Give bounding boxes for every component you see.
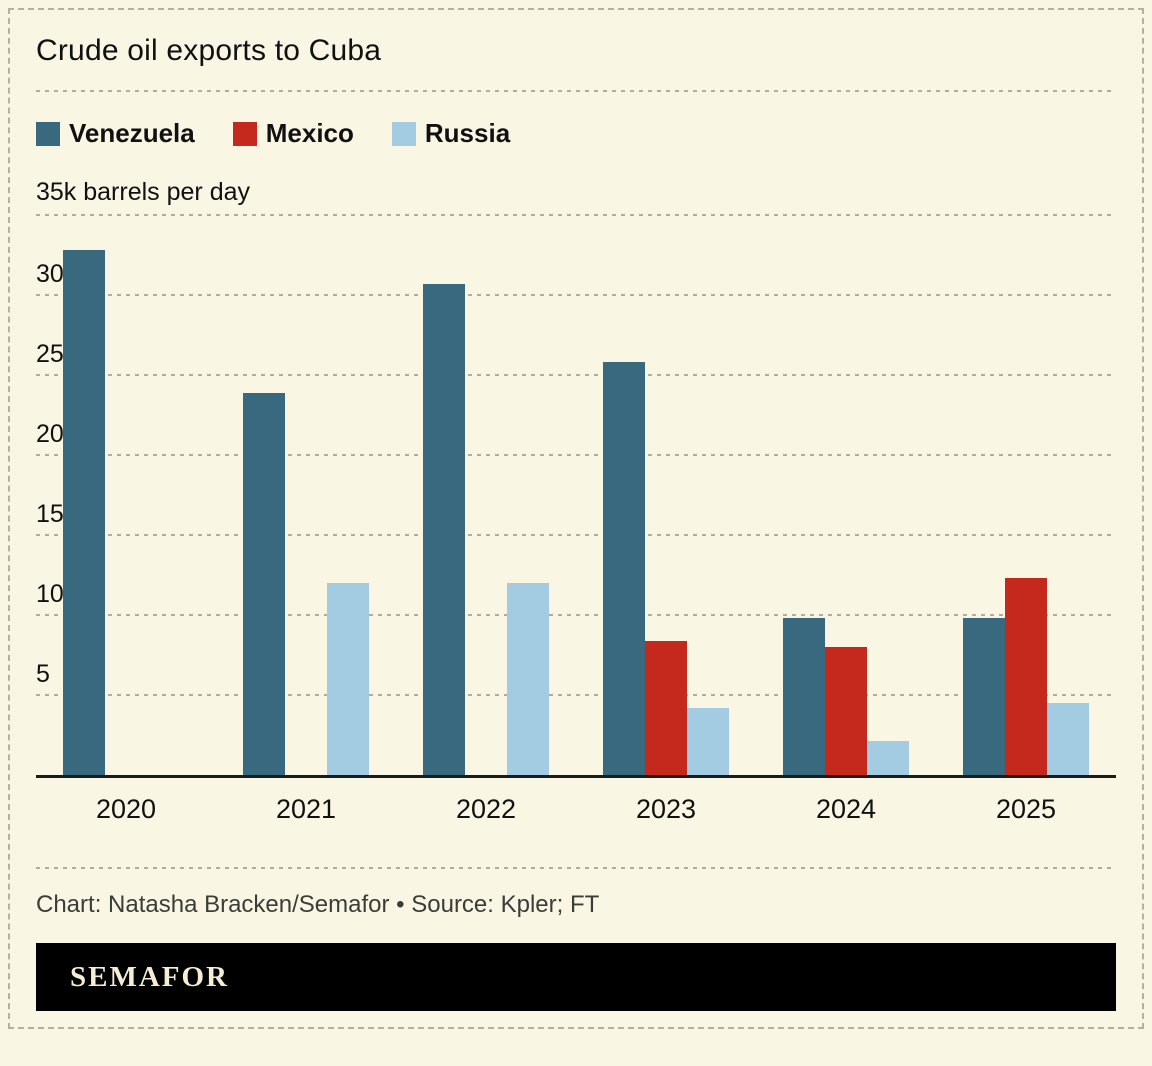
y-tick-label-25: 25 [36,340,64,368]
bar-group-2023 [576,215,756,775]
bar-venezuela-2022 [423,283,465,775]
legend-item-mexico: Mexico [232,118,354,149]
x-axis-label-2023: 2023 [635,794,697,824]
title-divider [36,90,1116,92]
bar-russia-2021 [327,583,369,775]
bar-venezuela-2021 [243,392,285,775]
y-tick-label-15: 15 [36,500,64,528]
bar-russia-2023 [687,707,729,775]
gridline-35 [36,214,1116,216]
y-tick-label-20: 20 [36,420,64,448]
bar-group-2021 [216,215,396,775]
legend-swatch-venezuela [36,121,60,146]
bar-group-2020 [36,215,216,775]
legend-label-mexico: Mexico [265,118,354,148]
x-axis-label-2020: 2020 [95,794,157,824]
x-axis-label-2024: 2024 [815,794,877,824]
legend-label-venezuela: Venezuela [69,118,195,148]
legend-label-russia: Russia [424,118,511,148]
chart-title: Crude oil exports to Cuba [36,34,382,67]
x-axis-label-2022: 2022 [455,794,517,824]
footer-divider [36,867,1116,869]
x-axis-label-2021: 2021 [275,794,337,824]
bar-russia-2024 [867,741,909,775]
gridline-30 [36,294,1116,296]
bar-group-2024 [756,215,936,775]
logo-bar: SEMAFOR [36,943,1116,1011]
bar-mexico-2025 [1005,578,1047,775]
bar-venezuela-2025 [963,618,1005,775]
legend-item-venezuela: Venezuela [36,118,195,149]
bar-venezuela-2024 [783,618,825,775]
y-tick-label-30: 30 [36,260,64,288]
bar-group-2022 [396,215,576,775]
gridline-5 [36,694,1116,696]
gridline-25 [36,374,1116,376]
chart-card: Crude oil exports to Cuba Venezuela Mexi… [8,8,1144,1029]
legend-swatch-mexico [232,121,257,146]
legend-item-russia: Russia [391,118,511,149]
semafor-logo: SEMAFOR [70,960,229,993]
bar-mexico-2023 [645,640,687,775]
y-tick-label-5: 5 [36,660,50,688]
plot-area: 5 10 15 20 25 30 35k barrels per day [36,180,1116,778]
gridline-10 [36,614,1116,616]
y-tick-label-10: 10 [36,580,64,608]
legend: Venezuela Mexico Russia [36,118,1116,149]
bar-group-2025 [936,215,1116,775]
gridline-15 [36,534,1116,536]
gridline-20 [36,454,1116,456]
bar-groups [36,215,1116,775]
y-axis-unit-label: 35k barrels per day [36,178,251,206]
bar-venezuela-2023 [603,362,645,775]
x-axis-labels: 2020 2021 2022 2023 2024 2025 [36,794,1116,825]
bar-russia-2025 [1047,703,1089,775]
credit-line: Chart: Natasha Bracken/Semafor • Source:… [36,891,600,918]
bar-venezuela-2020 [63,250,105,775]
bar-mexico-2024 [825,647,867,775]
bar-russia-2022 [507,583,549,775]
legend-swatch-russia [391,121,416,146]
x-axis-label-2025: 2025 [995,794,1057,824]
